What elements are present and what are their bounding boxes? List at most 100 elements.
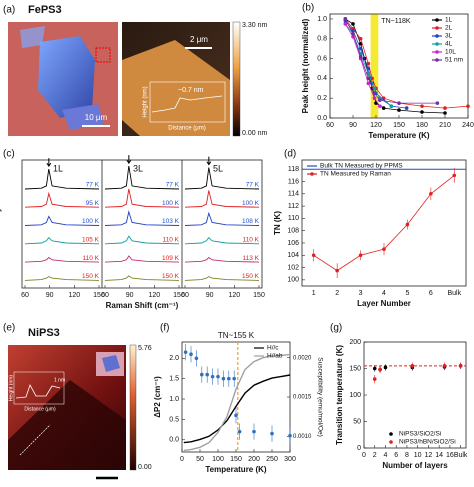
data-point — [366, 66, 371, 71]
spectrum-label: 100 K — [242, 200, 260, 207]
y-tick-label: 102 — [287, 264, 299, 271]
data-point — [210, 374, 215, 379]
y-tick-label: 116 — [288, 178, 299, 185]
y-tick-label: 0.2 — [317, 95, 327, 102]
plot-frame — [21, 159, 263, 289]
x-tick-label: 60 — [181, 292, 189, 299]
panel-label: (b) — [302, 3, 314, 14]
x-tick-label: 150 — [393, 122, 405, 129]
data-point — [372, 366, 377, 371]
y-axis-label: Transition temperature (K) — [335, 345, 344, 445]
x-tick-label: Bulk — [454, 452, 468, 459]
spectrum-label: 77 K — [166, 182, 180, 189]
legend-label: 10L — [445, 49, 456, 56]
spectrum-label: 77 K — [86, 182, 100, 189]
data-point — [397, 108, 401, 112]
data-point — [381, 106, 386, 110]
series-line — [183, 374, 291, 444]
data-point — [227, 376, 231, 381]
x-tick-label: 1 — [312, 290, 316, 297]
data-point — [200, 372, 204, 377]
y-tick-label: 1.0 — [317, 16, 327, 23]
data-point — [351, 22, 355, 26]
spectrum-label: 103 K — [162, 218, 180, 225]
legend-swatch — [389, 440, 393, 444]
panel-label: (f) — [160, 323, 169, 334]
x-tick-label: 60 — [21, 292, 29, 299]
legend-label: H//ab — [267, 353, 283, 360]
x-axis-label: Raman Shift (cm⁻¹) — [106, 301, 179, 310]
panel-label: (d) — [284, 149, 296, 160]
legend-label: NiPS3/hBN/SiO2/Si — [399, 439, 456, 446]
data-point — [232, 376, 236, 381]
x-tick-label: 90 — [46, 292, 54, 299]
x-tick-label: 150 — [253, 292, 265, 299]
x-tick-label: 100 — [212, 456, 224, 463]
x-tick-label: 300 — [284, 456, 296, 463]
x-tick-label: 90 — [206, 292, 214, 299]
legend-swatch — [435, 42, 439, 46]
colorbar — [129, 344, 137, 471]
y-axis-label: Intensity — [0, 207, 2, 240]
x-tick-label: 4 — [382, 290, 386, 297]
y-tick-label: 0.0 — [317, 115, 327, 122]
panel-label: (e) — [3, 323, 15, 334]
height-profile — [15, 384, 61, 399]
data-point — [366, 71, 371, 76]
y-tick-label: 0.8 — [317, 36, 327, 43]
data-point — [466, 104, 470, 108]
panel-label: (c) — [3, 149, 15, 160]
data-point — [458, 364, 463, 368]
spectrum-line — [24, 276, 100, 281]
spectrum-line — [24, 256, 100, 263]
x-tick-label: 2 — [335, 290, 339, 297]
data-point — [372, 91, 377, 96]
scale-label: 10 μm — [85, 113, 108, 122]
y2-tick-label: 0.0015 — [293, 395, 312, 401]
y-tick-label: 150 — [349, 365, 361, 372]
data-point — [443, 106, 447, 110]
legend-label: H//c — [267, 345, 279, 352]
data-point — [410, 364, 415, 368]
x-tick-label: 12 — [425, 452, 433, 459]
data-point — [382, 247, 386, 251]
afm-substrate — [8, 380, 126, 470]
data-point — [420, 110, 424, 114]
colorbar-min: 0.00 — [138, 464, 152, 471]
data-point — [311, 253, 316, 258]
data-point — [429, 192, 433, 196]
spectrum-label: 77 K — [246, 182, 260, 189]
panel-label: (a) — [3, 5, 15, 16]
data-point — [234, 413, 238, 418]
data-point — [358, 46, 363, 51]
inset-x-label: Distance (μm) — [168, 126, 205, 132]
x-tick-label: 5 — [405, 290, 409, 297]
y-tick-label: 112 — [288, 203, 299, 210]
x-tick-label: 150 — [93, 292, 105, 299]
y-axis-label: TN (K) — [273, 211, 282, 235]
x-tick-label: 120 — [370, 122, 382, 129]
x-tick-label: 6 — [394, 452, 398, 459]
spectrum-line — [184, 211, 260, 226]
y2-tick-label: 0.0020 — [293, 355, 312, 361]
data-point — [216, 374, 220, 379]
spectrum-label: 113 K — [242, 255, 259, 262]
x-tick-label: 14 — [435, 452, 443, 459]
x-tick-label: 3 — [359, 290, 363, 297]
spectrum-label: 150 K — [162, 273, 180, 280]
step-label: 1 nm — [54, 377, 65, 383]
y-tick-label: 110 — [288, 215, 299, 222]
data-point — [343, 22, 348, 26]
x-tick-label: 50 — [196, 456, 204, 463]
inset-frame — [13, 371, 65, 405]
subpanel-title: 1L — [53, 163, 63, 173]
spectrum-line — [24, 215, 100, 226]
y-tick-label: 0.4 — [317, 75, 327, 82]
legend-swatch — [435, 50, 439, 54]
legend-label: 2L — [445, 25, 453, 32]
y-tick-label: 106 — [287, 240, 299, 247]
panel-label: (g) — [330, 323, 342, 334]
spectrum-line — [24, 191, 100, 208]
legend-swatch — [435, 34, 439, 38]
